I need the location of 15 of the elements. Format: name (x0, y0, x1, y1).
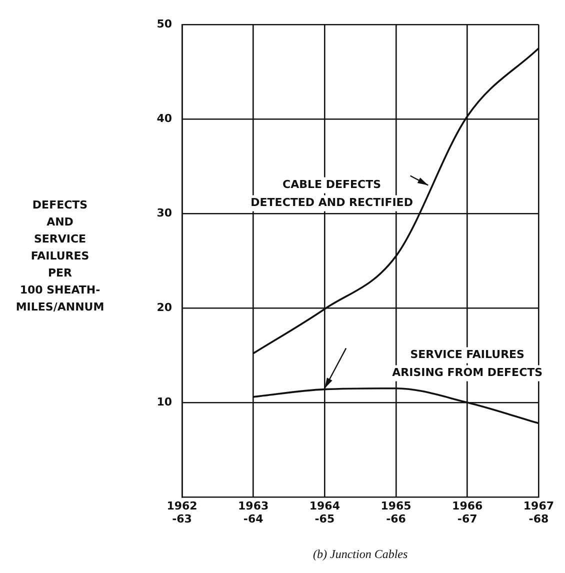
y-tick-label: 50 (156, 17, 172, 30)
y-axis-title: DEFECTS AND SERVICE FAILURES PER 100 SHEATH- MILES/ANNUM (16, 198, 104, 314)
y-tick-label: 10 (156, 395, 172, 408)
annotation: SERVICE FAILURES ARISING FROM DEFECTS (392, 348, 543, 380)
x-tick-label: 1966 -67 (452, 499, 484, 526)
y-tick-label: 20 (156, 300, 172, 314)
annotation: CABLE DEFECTS DETECTED AND RECTIFIED (250, 178, 413, 210)
y-tick-label: 30 (156, 206, 172, 220)
x-tick-label: 1965 -66 (380, 499, 412, 526)
x-tick-label: 1963 -64 (238, 499, 269, 526)
text: (b) Junction Cables (313, 547, 408, 562)
x-tick-label: 1967 -68 (523, 499, 554, 526)
x-tick-label: 1962 -63 (166, 499, 198, 526)
x-tick-label: 1964 -65 (309, 499, 340, 526)
y-tick-label: 40 (156, 112, 172, 125)
